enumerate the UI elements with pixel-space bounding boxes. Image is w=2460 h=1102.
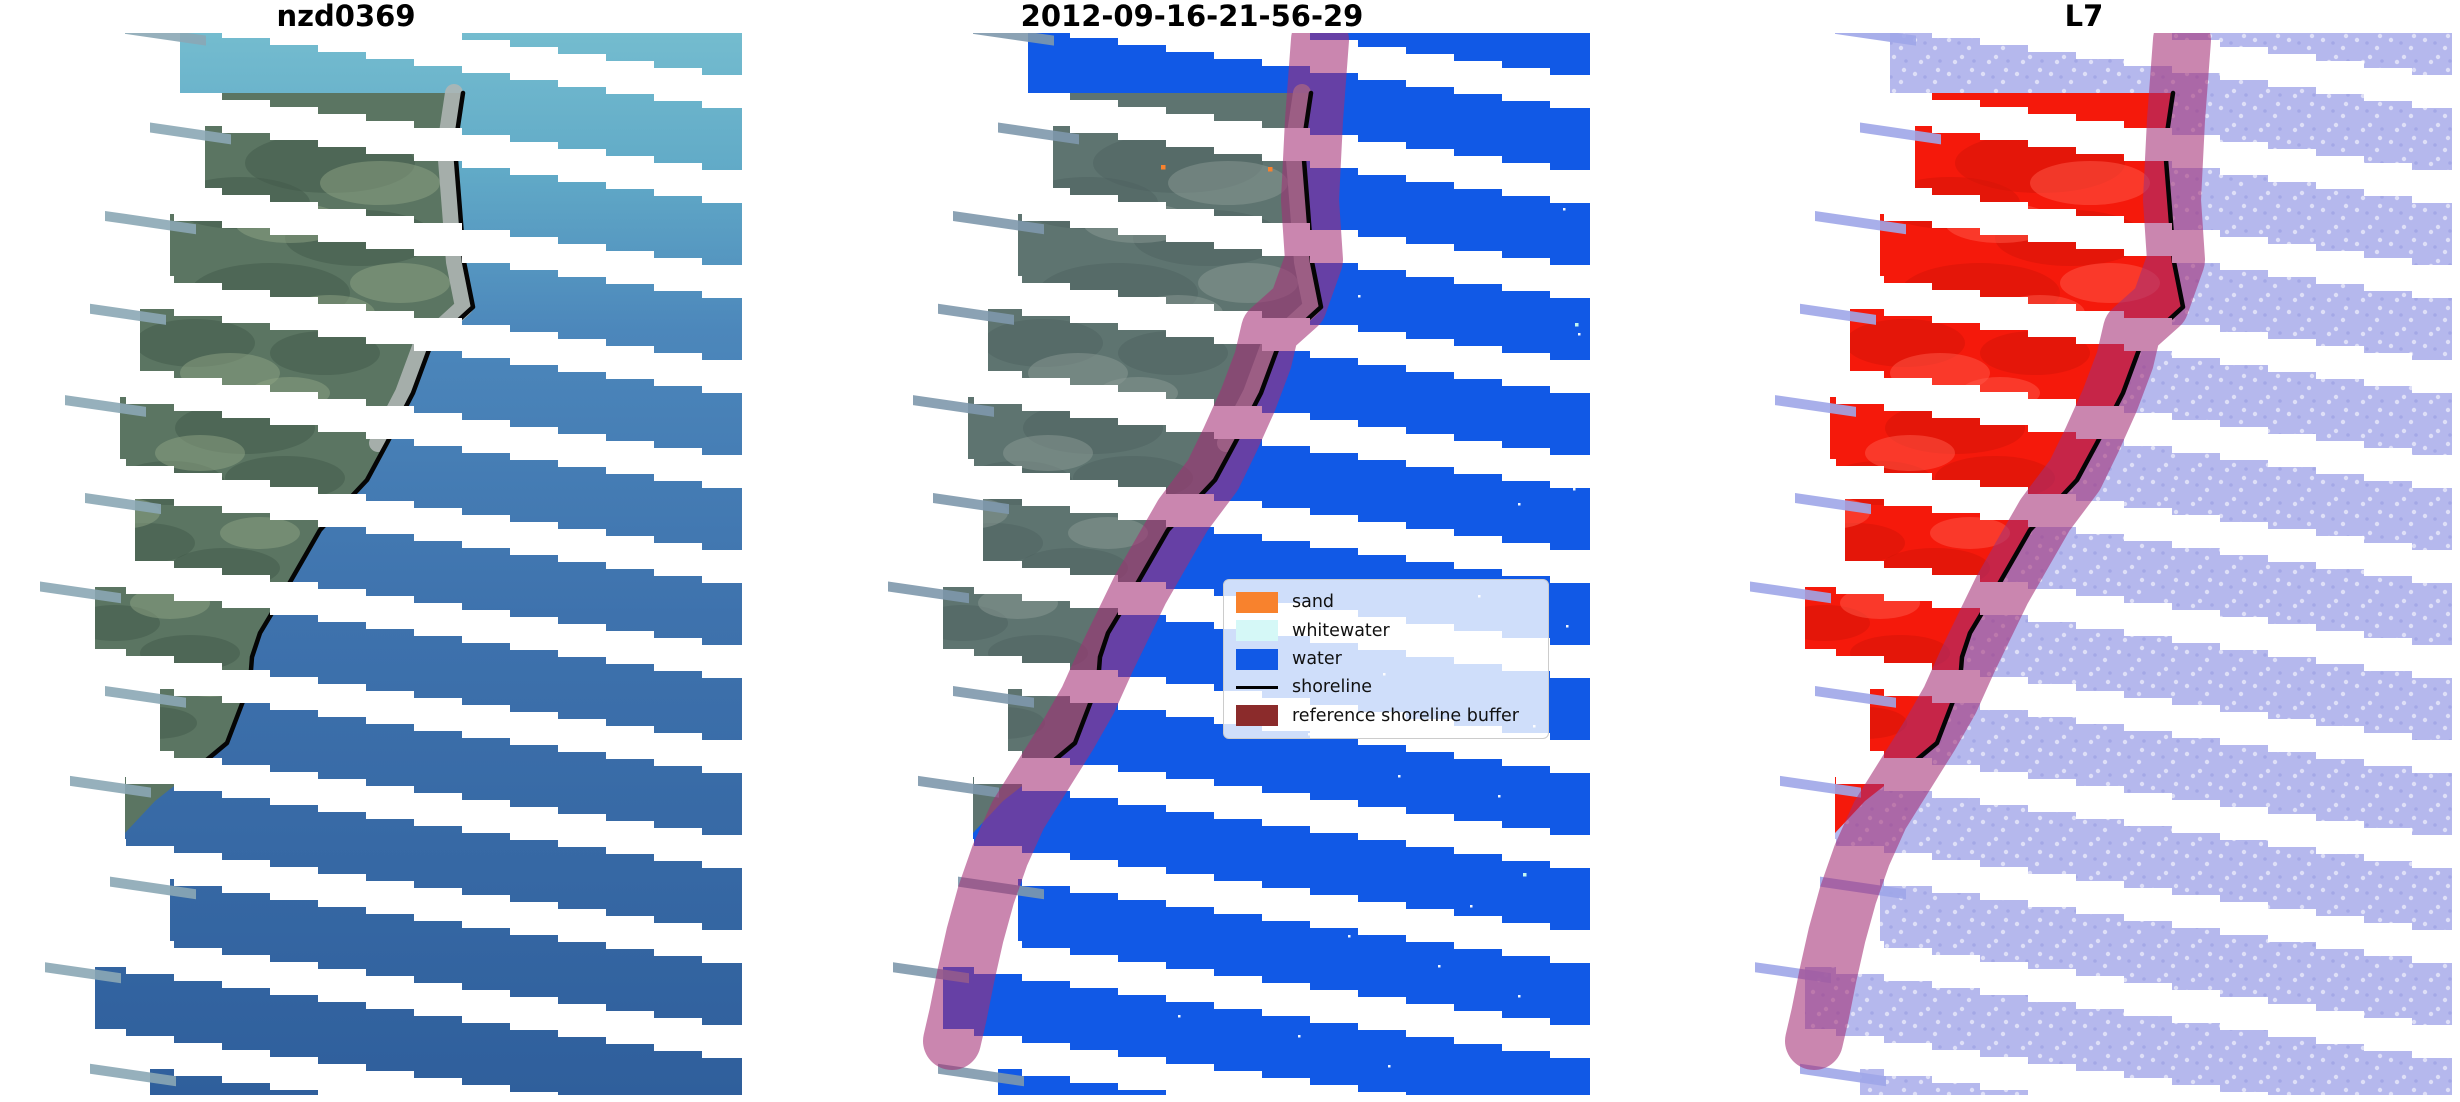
legend-swatch xyxy=(1236,648,1278,670)
legend-swatch xyxy=(1236,705,1278,727)
legend-entry-reference-shoreline-buffer: reference shoreline buffer xyxy=(1236,702,1536,730)
legend-entry-shoreline: shoreline xyxy=(1236,673,1536,701)
legend-swatch xyxy=(1236,620,1278,642)
panel-classified: 2012-09-16-21-56-29 sand whitewater water s… xyxy=(878,0,1590,1102)
legend-label: reference shoreline buffer xyxy=(1292,705,1519,726)
panel-canvas-classified xyxy=(888,33,1590,1095)
classification-legend: sand whitewater water shoreline reference sh… xyxy=(1223,579,1549,739)
legend-label: whitewater xyxy=(1292,620,1390,641)
legend-label: sand xyxy=(1292,592,1335,613)
legend-label: shoreline xyxy=(1292,677,1373,698)
legend-entry-whitewater: whitewater xyxy=(1236,616,1536,644)
legend-entry-sand: sand xyxy=(1236,588,1536,616)
panel-title-l7: L7 xyxy=(2064,0,2104,33)
legend-line-swatch xyxy=(1236,685,1278,689)
legend-label: water xyxy=(1292,649,1342,670)
panel-title-rgb: nzd0369 xyxy=(276,0,416,33)
legend-entry-water: water xyxy=(1236,645,1536,673)
panel-title-classified: 2012-09-16-21-56-29 xyxy=(1020,0,1364,33)
legend-swatch xyxy=(1236,591,1278,613)
panel-rgb: nzd0369 xyxy=(30,0,742,1102)
panel-canvas-l7 xyxy=(1750,33,2452,1095)
panel-l7: L7 xyxy=(1740,0,2452,1102)
panel-canvas-rgb xyxy=(40,33,742,1095)
